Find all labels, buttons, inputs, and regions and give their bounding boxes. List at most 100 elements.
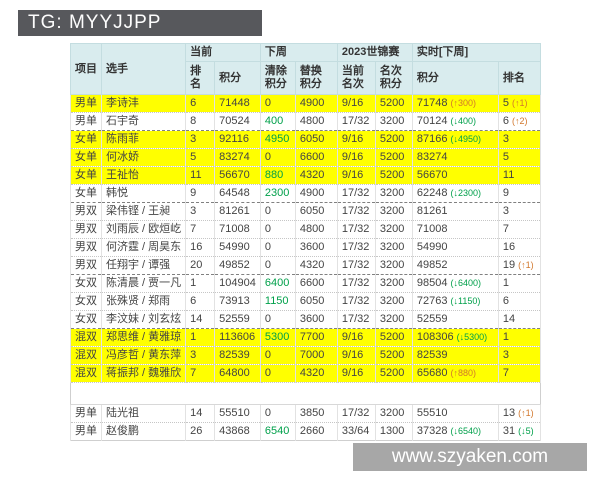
cell-wc-points: 5200 (374, 364, 413, 383)
col-header-current-rank: 排名 (185, 61, 216, 95)
cell-live-rank: 5 (↑1) (497, 94, 541, 113)
cell-player: 郑思维 / 黄雅琼 (100, 328, 187, 347)
table-row: 混双 蒋振邦 / 魏雅欣 7 64800 0 4320 9/16 5200 65680 (↑880… (70, 364, 541, 383)
cell-current-points: 64800 (214, 364, 261, 383)
cell-clear-points: 0 (259, 346, 296, 365)
live-rank-value: 9 (502, 187, 510, 199)
table-row: 男双 刘雨辰 / 欧烜屹 7 71008 0 4800 17/32 3200 71008 7 (70, 220, 541, 239)
delta-annotation: (↓2300) (450, 188, 481, 198)
cell-event: 男双 (70, 202, 102, 221)
cell-live-rank: 7 (497, 364, 541, 383)
cell-current-rank: 11 (185, 166, 216, 185)
table-row: 混双 郑思维 / 黄雅琼 1 113606 5300 7700 9/16 5200 108306… (70, 328, 541, 347)
cell-current-rank: 1 (185, 274, 216, 293)
cell-player: 王祉怡 (100, 166, 187, 185)
cell-current-rank: 3 (185, 346, 216, 365)
cell-wc-place: 17/32 (336, 238, 376, 257)
cell-wc-points: 3200 (374, 238, 413, 257)
live-points-value: 65680 (416, 367, 448, 379)
cell-player: 赵俊鹏 (100, 422, 187, 441)
cell-wc-points: 3200 (374, 404, 413, 423)
live-points-value: 55510 (416, 407, 448, 419)
live-rank-value: 6 (502, 295, 510, 307)
table-row: 女单 陈雨菲 3 92116 4950 6050 9/16 5200 87166 (↓4950) 3 (70, 130, 541, 149)
cell-live-points: 56670 (411, 166, 499, 185)
live-points-value: 70124 (416, 115, 448, 127)
cell-clear-points: 2300 (259, 184, 296, 203)
cell-current-points: 43868 (214, 422, 261, 441)
cell-live-points: 81261 (411, 202, 499, 221)
group-header-next-week: 下周 (259, 43, 338, 62)
cell-event: 女双 (70, 274, 102, 293)
cell-replace-points: 3850 (294, 404, 338, 423)
cell-wc-place: 9/16 (336, 346, 376, 365)
cell-event: 女双 (70, 310, 102, 329)
header-group-row: 项目 选手 当前 下周 2023世锦赛 实时[下周] (70, 43, 541, 95)
cell-current-points: 81261 (214, 202, 261, 221)
cell-player: 韩悦 (100, 184, 187, 203)
cell-player: 陈雨菲 (100, 130, 187, 149)
live-rank-value: 1 (502, 331, 510, 343)
cell-wc-points: 5200 (374, 166, 413, 185)
cell-current-rank: 14 (185, 310, 216, 329)
cell-clear-points: 880 (259, 166, 296, 185)
cell-player: 陆光祖 (100, 404, 187, 423)
live-points-value: 87166 (416, 133, 448, 145)
live-rank-value: 5 (502, 151, 510, 163)
header-sub-row: 排名 积分 清除 积分 替换 积分 当前 名次 名次 积分 积分 排名 (71, 61, 541, 95)
delta-annotation: (↓5300) (456, 332, 488, 342)
delta-annotation: (↓4950) (450, 134, 481, 144)
cell-player: 陈清晨 / 贾一凡 (100, 274, 187, 293)
cell-current-points: 56670 (214, 166, 261, 185)
cell-wc-points: 3200 (374, 256, 413, 275)
table-row: 女双 陈清晨 / 贾一凡 1 104904 6400 6600 17/32 3200 98504… (70, 274, 541, 293)
cell-wc-place: 17/32 (336, 256, 376, 275)
table-row: 男双 任翔宇 / 谭强 20 49852 0 4320 17/32 3200 49852 19 (↑… (70, 256, 541, 275)
cell-current-points: 82539 (214, 346, 261, 365)
cell-replace-points: 7000 (294, 346, 338, 365)
table-body: 男单 李诗沣 6 71448 0 4900 9/16 5200 71748 (↑300) 5 (↑1)… (70, 94, 541, 441)
group-header-live-next-week: 实时[下周] (411, 43, 541, 62)
delta-annotation: (↓1150) (450, 296, 481, 306)
cell-clear-points: 0 (259, 202, 296, 221)
cell-live-rank: 6 (↑2) (497, 112, 541, 131)
col-header-clear-points: 清除 积分 (259, 61, 296, 95)
cell-current-rank: 20 (185, 256, 216, 275)
cell-event: 男单 (70, 112, 102, 131)
cell-live-points: 37328 (↓6540) (411, 422, 499, 441)
cell-replace-points: 4320 (294, 364, 338, 383)
live-points-value: 98504 (416, 277, 448, 289)
cell-clear-points: 4950 (259, 130, 296, 149)
cell-live-points: 55510 (411, 404, 499, 423)
cell-wc-points: 5200 (374, 130, 413, 149)
cell-replace-points: 4800 (294, 220, 338, 239)
cell-event: 男单 (70, 94, 102, 113)
cell-live-points: 83274 (411, 148, 499, 167)
cell-wc-points: 3200 (374, 274, 413, 293)
cell-wc-points: 3200 (374, 184, 413, 203)
cell-wc-points: 3200 (374, 310, 413, 329)
cell-wc-place: 9/16 (336, 328, 376, 347)
cell-live-points: 82539 (411, 346, 499, 365)
cell-live-points: 52559 (411, 310, 499, 329)
col-header-current-points: 积分 (214, 61, 261, 95)
cell-current-points: 73913 (214, 292, 261, 311)
table-row: 男单 李诗沣 6 71448 0 4900 9/16 5200 71748 (↑300) 5 (↑1) (70, 94, 541, 113)
delta-annotation: (↑2) (512, 116, 528, 126)
group-header-worlds-2023: 2023世锦赛 (336, 43, 413, 62)
col-header-live-rank: 排名 (497, 61, 541, 95)
cell-wc-place: 9/16 (336, 130, 376, 149)
cell-wc-points: 3200 (374, 202, 413, 221)
cell-replace-points: 6050 (294, 130, 338, 149)
table-row: 混双 冯彦哲 / 黄东萍 3 82539 0 7000 9/16 5200 82539 3 (70, 346, 541, 365)
live-points-value: 56670 (416, 169, 448, 181)
cell-current-points: 104904 (214, 274, 261, 293)
table-row: 女单 韩悦 9 64548 2300 4900 17/32 3200 62248 (↓2300) 9 (70, 184, 541, 203)
cell-live-rank: 11 (497, 166, 541, 185)
cell-event: 混双 (70, 328, 102, 347)
cell-live-rank: 14 (497, 310, 541, 329)
cell-clear-points: 0 (259, 94, 296, 113)
cell-event: 男单 (70, 422, 102, 441)
cell-wc-points: 5200 (374, 346, 413, 365)
live-points-value: 72763 (416, 295, 448, 307)
